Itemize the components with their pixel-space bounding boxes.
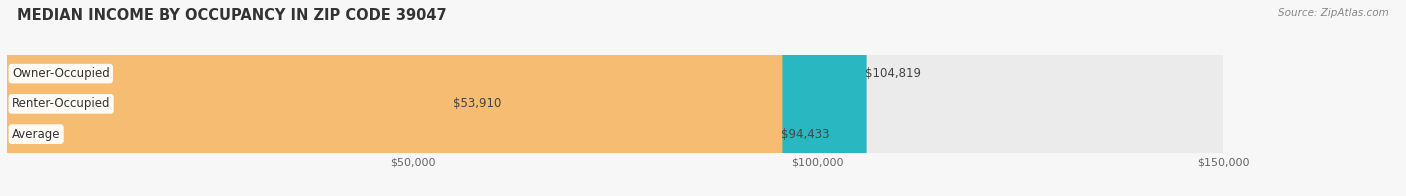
Text: Source: ZipAtlas.com: Source: ZipAtlas.com [1278,8,1389,18]
FancyBboxPatch shape [7,0,454,196]
Text: Renter-Occupied: Renter-Occupied [11,97,111,110]
Text: $94,433: $94,433 [782,128,830,141]
Text: $53,910: $53,910 [453,97,501,110]
FancyBboxPatch shape [7,0,1233,196]
Text: $104,819: $104,819 [866,67,921,80]
FancyBboxPatch shape [7,0,866,196]
Text: MEDIAN INCOME BY OCCUPANCY IN ZIP CODE 39047: MEDIAN INCOME BY OCCUPANCY IN ZIP CODE 3… [17,8,447,23]
FancyBboxPatch shape [7,0,782,196]
Text: Average: Average [11,128,60,141]
FancyBboxPatch shape [7,0,1233,196]
Text: Owner-Occupied: Owner-Occupied [11,67,110,80]
FancyBboxPatch shape [7,0,1233,196]
